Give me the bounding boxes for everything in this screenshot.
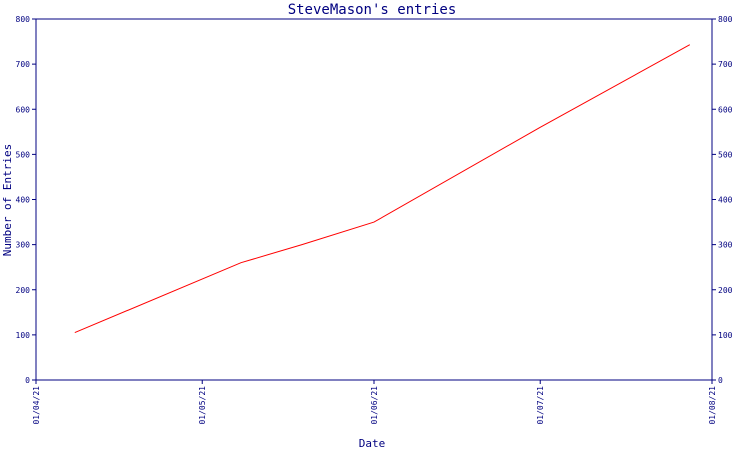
y-tick-label-right: 300 <box>718 241 733 250</box>
y-tick-label-left: 500 <box>16 150 31 159</box>
y-tick-label-left: 200 <box>16 286 31 295</box>
y-tick-label-right: 100 <box>718 331 733 340</box>
x-tick-label: 01/08/21 <box>708 386 717 425</box>
x-tick-label: 01/04/21 <box>32 386 41 425</box>
plot-frame <box>35 18 713 381</box>
y-tick-label-left: 600 <box>16 105 31 114</box>
y-tick-label-left: 400 <box>16 196 31 205</box>
series-line-0 <box>74 44 691 334</box>
x-tick-label: 01/05/21 <box>198 386 207 425</box>
y-tick-label-right: 0 <box>718 376 723 385</box>
y-tick-label-right: 400 <box>718 196 733 205</box>
y-tick-label-left: 0 <box>25 376 30 385</box>
chart-title: SteveMason's entries <box>288 2 457 18</box>
y-tick-label-right: 500 <box>718 150 733 159</box>
y-tick-label-left: 100 <box>16 331 31 340</box>
x-tick-label: 01/07/21 <box>536 386 545 425</box>
y-axis-label: Number of Entries <box>1 144 14 257</box>
x-axis-label: Date <box>359 437 386 450</box>
y-tick-label-right: 200 <box>718 286 733 295</box>
plot-area: 0 0 100 100 200 200 300 300 400 400 500 500 600 600 70… <box>16 15 733 425</box>
y-tick-label-right: 700 <box>718 60 733 69</box>
y-tick-label-right: 800 <box>718 15 733 24</box>
y-tick-label-left: 300 <box>16 241 31 250</box>
y-tick-label-left: 700 <box>16 60 31 69</box>
y-tick-label-left: 800 <box>16 15 31 24</box>
x-tick-label: 01/06/21 <box>370 386 379 425</box>
y-tick-label-right: 600 <box>718 105 733 114</box>
